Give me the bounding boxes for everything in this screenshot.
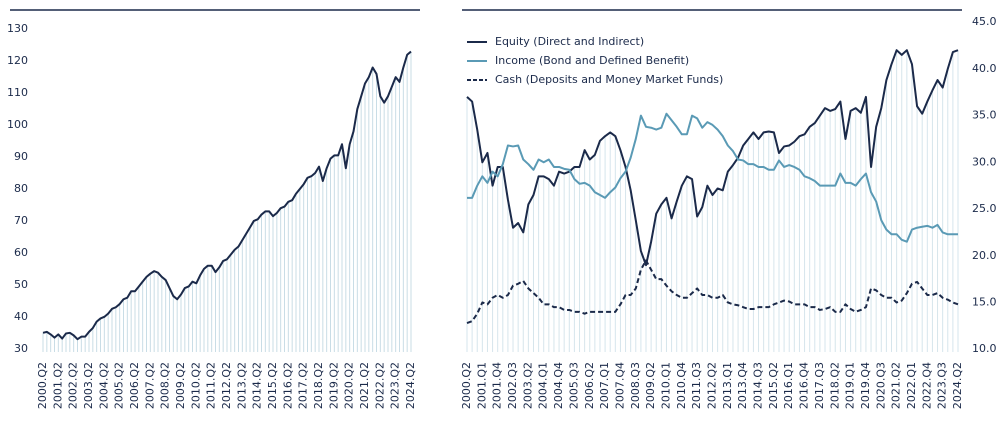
x-tick-label: 2000.Q2	[36, 362, 49, 409]
y-tick-label: 20.0	[972, 249, 997, 262]
x-tick-label: 2006.Q2	[128, 362, 141, 409]
y-tick-label: 100	[7, 118, 28, 131]
x-tick-label: 2021.Q2	[890, 362, 903, 409]
x-tick-label: 2008.Q3	[629, 362, 642, 409]
x-tick-label: 2014.Q3	[752, 362, 765, 409]
x-tick-label: 2007.Q4	[613, 362, 626, 409]
x-tick-label: 2017.Q2	[297, 362, 310, 409]
y-tick-label: 45.0	[972, 15, 997, 28]
x-tick-label: 2011.Q2	[205, 362, 218, 409]
x-tick-label: 2019.Q1	[844, 362, 857, 409]
x-tick-label: 2000.Q2	[460, 362, 473, 409]
x-tick-label: 2022.Q4	[920, 362, 933, 409]
legend-label: Equity (Direct and Indirect)	[495, 35, 644, 48]
series-line	[467, 112, 958, 243]
y-tick-label: 80	[14, 182, 28, 195]
series-line	[42, 50, 412, 341]
x-tick-label: 2005.Q2	[113, 362, 126, 409]
x-tick-label: 2013.Q4	[736, 362, 749, 409]
x-tick-label: 2024.Q2	[404, 362, 417, 409]
y-tick-label: 15.0	[972, 295, 997, 308]
series-line	[466, 49, 959, 267]
x-tick-label: 2010.Q4	[675, 362, 688, 409]
x-tick-label: 2003.Q2	[521, 362, 534, 409]
x-tick-label: 2012.Q2	[220, 362, 233, 409]
x-tick-label: 2009.Q2	[644, 362, 657, 409]
x-tick-label: 2006.Q2	[583, 362, 596, 409]
y-tick-label: 120	[7, 54, 28, 67]
x-tick-label: 2008.Q2	[159, 362, 172, 409]
x-tick-label: 2019.Q4	[859, 362, 872, 409]
y-tick-label: 10.0	[972, 342, 997, 355]
x-tick-label: 2022.Q2	[373, 362, 386, 409]
x-tick-label: 2021.Q2	[358, 362, 371, 409]
y-tick-label: 130	[7, 22, 28, 35]
x-tick-label: 2017.Q3	[813, 362, 826, 409]
legend-label: Income (Bond and Defined Benefit)	[495, 54, 689, 67]
y-tick-label: 110	[7, 86, 28, 99]
y-tick-label: 40	[14, 310, 28, 323]
x-tick-label: 2010.Q2	[189, 362, 202, 409]
x-tick-label: 2016.Q2	[281, 362, 294, 409]
x-tick-label: 2013.Q2	[235, 362, 248, 409]
x-tick-label: 2018.Q2	[312, 362, 325, 409]
x-tick-label: 2001.Q4	[491, 362, 504, 409]
y-tick-label: 70	[14, 214, 28, 227]
y-tick-label: 50	[14, 278, 28, 291]
x-tick-label: 2019.Q2	[327, 362, 340, 409]
x-tick-label: 2004.Q1	[537, 362, 550, 409]
series-line	[466, 259, 959, 324]
y-tick-label: 25.0	[972, 202, 997, 215]
x-tick-label: 2023.Q2	[389, 362, 402, 409]
x-tick-label: 2015.Q2	[266, 362, 279, 409]
x-tick-label: 2015.Q2	[767, 362, 780, 409]
x-tick-label: 2016.Q1	[782, 362, 795, 409]
x-tick-label: 2002.Q3	[506, 362, 519, 409]
x-tick-label: 2020.Q3	[874, 362, 887, 409]
x-tick-label: 2020.Q2	[343, 362, 356, 409]
x-tick-label: 2023.Q3	[936, 362, 949, 409]
x-tick-label: 2001.Q2	[51, 362, 64, 409]
y-tick-label: 30.0	[972, 155, 997, 168]
y-tick-label: 90	[14, 150, 28, 163]
x-tick-label: 2014.Q2	[251, 362, 264, 409]
x-tick-label: 2004.Q2	[97, 362, 110, 409]
y-tick-label: 35.0	[972, 109, 997, 122]
x-tick-label: 2024.Q2	[951, 362, 964, 409]
x-tick-label: 2011.Q3	[690, 362, 703, 409]
x-tick-label: 2001.Q1	[475, 362, 488, 409]
x-tick-label: 2009.Q2	[174, 362, 187, 409]
x-tick-label: 2005.Q3	[567, 362, 580, 409]
y-tick-label: 60	[14, 246, 28, 259]
legend-label: Cash (Deposits and Money Market Funds)	[495, 73, 723, 86]
x-tick-label: 2022.Q1	[905, 362, 918, 409]
y-tick-label: 40.0	[972, 62, 997, 75]
x-tick-label: 2010.Q1	[659, 362, 672, 409]
x-tick-label: 2003.Q2	[82, 362, 95, 409]
x-tick-label: 2016.Q4	[798, 362, 811, 409]
x-tick-label: 2007.Q2	[143, 362, 156, 409]
x-tick-label: 2018.Q2	[828, 362, 841, 409]
x-tick-label: 2004.Q4	[552, 362, 565, 409]
x-tick-label: 2007.Q1	[598, 362, 611, 409]
x-tick-label: 2002.Q2	[67, 362, 80, 409]
x-tick-label: 2012.Q2	[706, 362, 719, 409]
y-tick-label: 30	[14, 342, 28, 355]
x-tick-label: 2013.Q1	[721, 362, 734, 409]
